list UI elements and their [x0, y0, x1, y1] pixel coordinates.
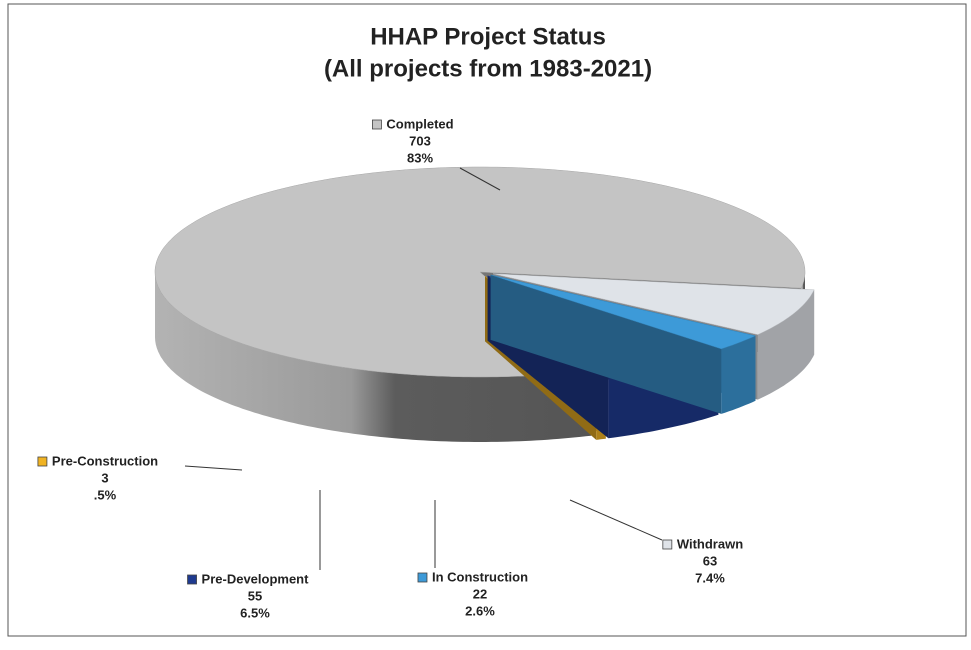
category-label: Pre-Development — [202, 571, 310, 586]
count-label: 63 — [703, 553, 717, 568]
percent-label: 2.6% — [465, 603, 495, 618]
leader-line — [569, 499, 663, 541]
slice-side — [721, 335, 756, 414]
percent-label: .5% — [94, 487, 117, 502]
slice-wall — [490, 274, 722, 414]
slice-side — [155, 272, 592, 442]
percent-label: 7.4% — [695, 570, 725, 585]
count-label: 22 — [473, 586, 487, 601]
legend-swatch — [662, 539, 673, 550]
slice — [154, 166, 806, 378]
category-label: In Construction — [432, 569, 528, 584]
legend-swatch — [372, 119, 382, 130]
pie — [154, 166, 815, 442]
chart-title: HHAP Project Status — [370, 23, 606, 50]
slice — [490, 274, 757, 350]
category-label: Withdrawn — [677, 536, 743, 551]
slice-side — [757, 289, 815, 400]
count-label: 703 — [409, 133, 431, 148]
legend-swatch — [37, 456, 48, 467]
count-label: 55 — [248, 588, 262, 603]
slice — [492, 273, 815, 335]
leader-line — [184, 465, 243, 471]
leader-line — [459, 167, 501, 191]
chart-subtitle: (All projects from 1983-2021) — [324, 55, 652, 82]
labels: Completed 703 83% Withdrawn 63 7.4% In Constru… — [37, 116, 743, 620]
count-label: 3 — [101, 470, 108, 485]
percent-label: 6.5% — [240, 605, 270, 620]
category-label: Completed — [386, 116, 453, 131]
legend-swatch — [417, 572, 428, 583]
category-label: Pre-Construction — [52, 453, 158, 468]
legend-swatch — [187, 574, 197, 585]
percent-label: 83% — [407, 150, 433, 165]
